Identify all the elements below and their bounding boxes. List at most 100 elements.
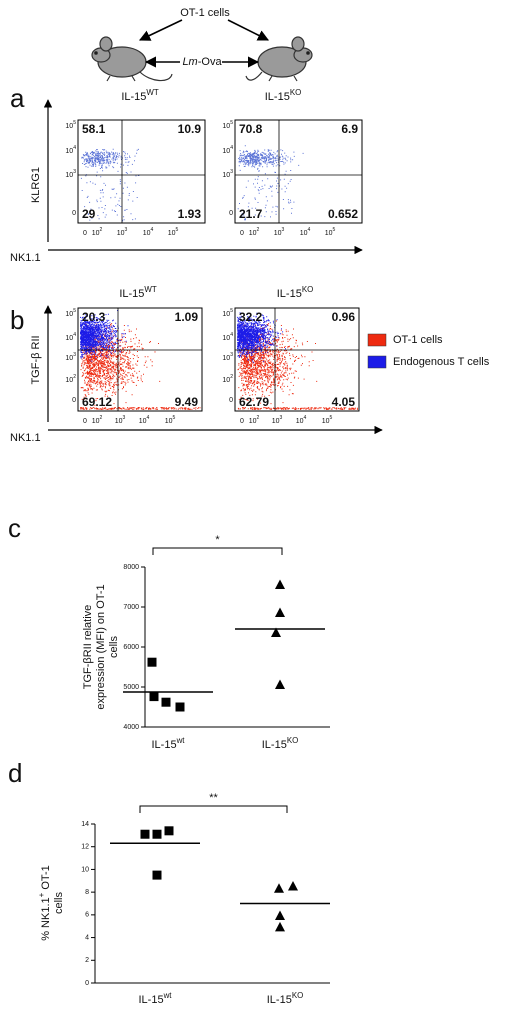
infection-label-part: Lm <box>182 56 197 68</box>
y-tick-label-part: 10 <box>222 148 230 155</box>
quadrant-value: 70.8 <box>239 122 263 136</box>
y-axis-label-part: % NK1.1 <box>40 897 52 940</box>
y-tick-label: 0 <box>229 397 233 404</box>
x-tick-label: 104 <box>296 415 307 425</box>
plot-frame <box>77 119 206 224</box>
data-point <box>147 657 157 667</box>
quadrant-value: 69.12 <box>82 395 112 409</box>
schematic-arrows <box>138 19 270 68</box>
x-tick-label-part: 3 <box>122 415 125 421</box>
significance-label: * <box>215 534 220 546</box>
y-tick-label: 5000 <box>123 684 139 691</box>
y-tick-label: 6000 <box>123 644 139 651</box>
y-axis-label: KLRG1 <box>30 167 42 203</box>
data-point <box>275 579 285 589</box>
y-tick-label-part: 10 <box>65 123 73 130</box>
x-tick-label-part: 3 <box>281 227 284 233</box>
panel-letter: c <box>8 513 21 543</box>
y-tick-label-part: 4 <box>73 332 76 338</box>
y-tick-label: 104 <box>222 332 233 342</box>
y-tick-label: 6 <box>85 912 89 919</box>
y-tick-label: 0 <box>72 210 76 217</box>
y-tick-label-part: 10 <box>65 377 73 384</box>
y-tick-label-part: 10 <box>222 311 230 318</box>
x-tick-label: 105 <box>322 415 333 425</box>
y-tick-label-part: 10 <box>65 148 73 155</box>
y-axis-label: cells <box>53 892 65 915</box>
x-tick-label-part: 5 <box>332 227 335 233</box>
infection-label-part: -Ova <box>198 56 223 68</box>
group-label-part: IL-15 <box>265 91 290 103</box>
legend-swatch <box>367 333 387 347</box>
y-tick-label: 14 <box>81 821 89 828</box>
y-tick-label: 103 <box>222 169 233 179</box>
data-point <box>275 679 285 689</box>
cell-events <box>80 148 140 222</box>
quadrant-value: 20.3 <box>82 310 106 324</box>
y-tick-label: 105 <box>65 120 76 130</box>
x-tick-label: 102 <box>249 415 260 425</box>
panel-letter: a <box>10 83 25 113</box>
quadrant-value: 1.09 <box>175 310 199 324</box>
x-axis-label: NK1.1 <box>10 252 41 264</box>
quadrant-value: 6.9 <box>341 122 358 136</box>
x-tick-label-part: 10 <box>165 418 173 425</box>
data-point <box>152 829 162 839</box>
x-tick-label: 103 <box>117 227 128 237</box>
x-tick-label: 102 <box>92 227 103 237</box>
legend-label: OT-1 cells <box>393 334 443 346</box>
panel-letter: d <box>8 758 22 788</box>
data-point <box>288 880 298 891</box>
x-tick-label: 103 <box>115 415 126 425</box>
y-tick-label: 4000 <box>123 724 139 731</box>
y-tick-label-part: 10 <box>65 311 73 318</box>
y-tick-label: 0 <box>72 397 76 404</box>
group-label-part: WT <box>146 88 158 97</box>
quadrant-value: 0.652 <box>328 207 358 221</box>
y-tick-label: 4 <box>85 934 89 941</box>
y-tick-label-part: 3 <box>73 352 76 358</box>
y-tick-label-part: 3 <box>230 352 233 358</box>
plot-title-part: IL-15 <box>277 288 302 300</box>
x-tick-label-part: IL-15 <box>152 739 177 751</box>
y-axis-label: TGF-βRII relative <box>82 605 94 690</box>
x-tick-label-part: IL-15 <box>262 739 287 751</box>
quadrant-value: 62.79 <box>239 395 269 409</box>
x-tick-label-part: 10 <box>115 418 123 425</box>
x-tick-label-part: 10 <box>92 230 100 237</box>
x-tick-label: 104 <box>300 227 311 237</box>
x-tick-label: 105 <box>168 227 179 237</box>
y-tick-label: 105 <box>65 308 76 318</box>
x-tick-label-part: 10 <box>168 230 176 237</box>
x-tick-label: 103 <box>274 227 285 237</box>
x-tick-label-part: 10 <box>325 230 333 237</box>
y-tick-label: 8 <box>85 889 89 896</box>
y-axis-label-part: + <box>37 892 46 897</box>
quadrant-value: 4.05 <box>332 395 356 409</box>
x-tick-label-part: 10 <box>92 418 100 425</box>
x-tick-label: 102 <box>249 227 260 237</box>
y-tick-label: 8000 <box>123 564 139 571</box>
y-tick-label: 0 <box>229 210 233 217</box>
y-tick-label: 12 <box>81 844 89 851</box>
group-label: IL-15KO <box>265 88 302 103</box>
x-tick-label-part: 10 <box>274 230 282 237</box>
x-tick-label-part: 10 <box>139 418 147 425</box>
group-label: IL-15WT <box>121 88 159 103</box>
y-axis-label: expression (MFI) on OT-1 <box>95 584 107 709</box>
quadrant-value: 29 <box>82 207 96 221</box>
cell-events <box>237 312 286 363</box>
y-tick-label: 102 <box>222 374 233 384</box>
quadrant-value: 58.1 <box>82 122 106 136</box>
y-tick-label: 10 <box>81 866 89 873</box>
x-tick-label-part: 10 <box>249 418 257 425</box>
x-tick-label: IL-15wt <box>139 991 173 1006</box>
y-tick-label: 105 <box>222 120 233 130</box>
x-tick-label: 105 <box>325 227 336 237</box>
x-tick-label-part: 3 <box>124 227 127 233</box>
x-tick-label-part: 2 <box>99 415 102 421</box>
y-tick-label: 0 <box>85 980 89 987</box>
x-tick-label: IL-15wt <box>152 736 186 751</box>
plot-title-part: IL-15 <box>119 288 144 300</box>
